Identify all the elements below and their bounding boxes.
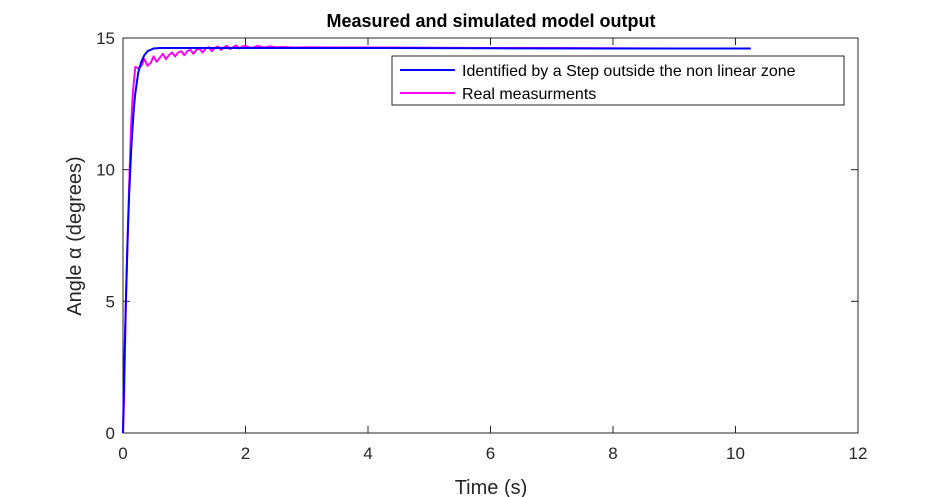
legend-label-identified: Identified by a Step outside the non lin… bbox=[462, 63, 796, 80]
x-tick-label: 0 bbox=[118, 444, 127, 463]
plot-area: 0 2 4 6 8 10 12 0 5 10 15 bbox=[96, 29, 867, 463]
y-tick-label: 0 bbox=[106, 424, 115, 443]
x-tick-label: 12 bbox=[849, 444, 868, 463]
legend-box bbox=[391, 55, 845, 106]
legend-label-real: Real measurments bbox=[462, 86, 596, 103]
x-tick-label: 8 bbox=[608, 444, 617, 463]
x-tick-label: 4 bbox=[363, 444, 372, 463]
y-tick-label: 15 bbox=[96, 29, 115, 48]
chart-title: Measured and simulated model output bbox=[326, 11, 655, 31]
series-line-identified bbox=[122, 47, 751, 434]
x-tick-label: 2 bbox=[241, 444, 250, 463]
legend: Identified by a Step outside the non lin… bbox=[391, 55, 845, 106]
x-tick-label: 10 bbox=[726, 444, 745, 463]
x-tick-label: 6 bbox=[486, 444, 495, 463]
y-tick-label: 5 bbox=[106, 292, 115, 311]
y-tick-label: 10 bbox=[96, 161, 115, 180]
y-axis-label: Angle α (degrees) bbox=[64, 156, 86, 315]
x-axis-label: Time (s) bbox=[455, 477, 528, 497]
